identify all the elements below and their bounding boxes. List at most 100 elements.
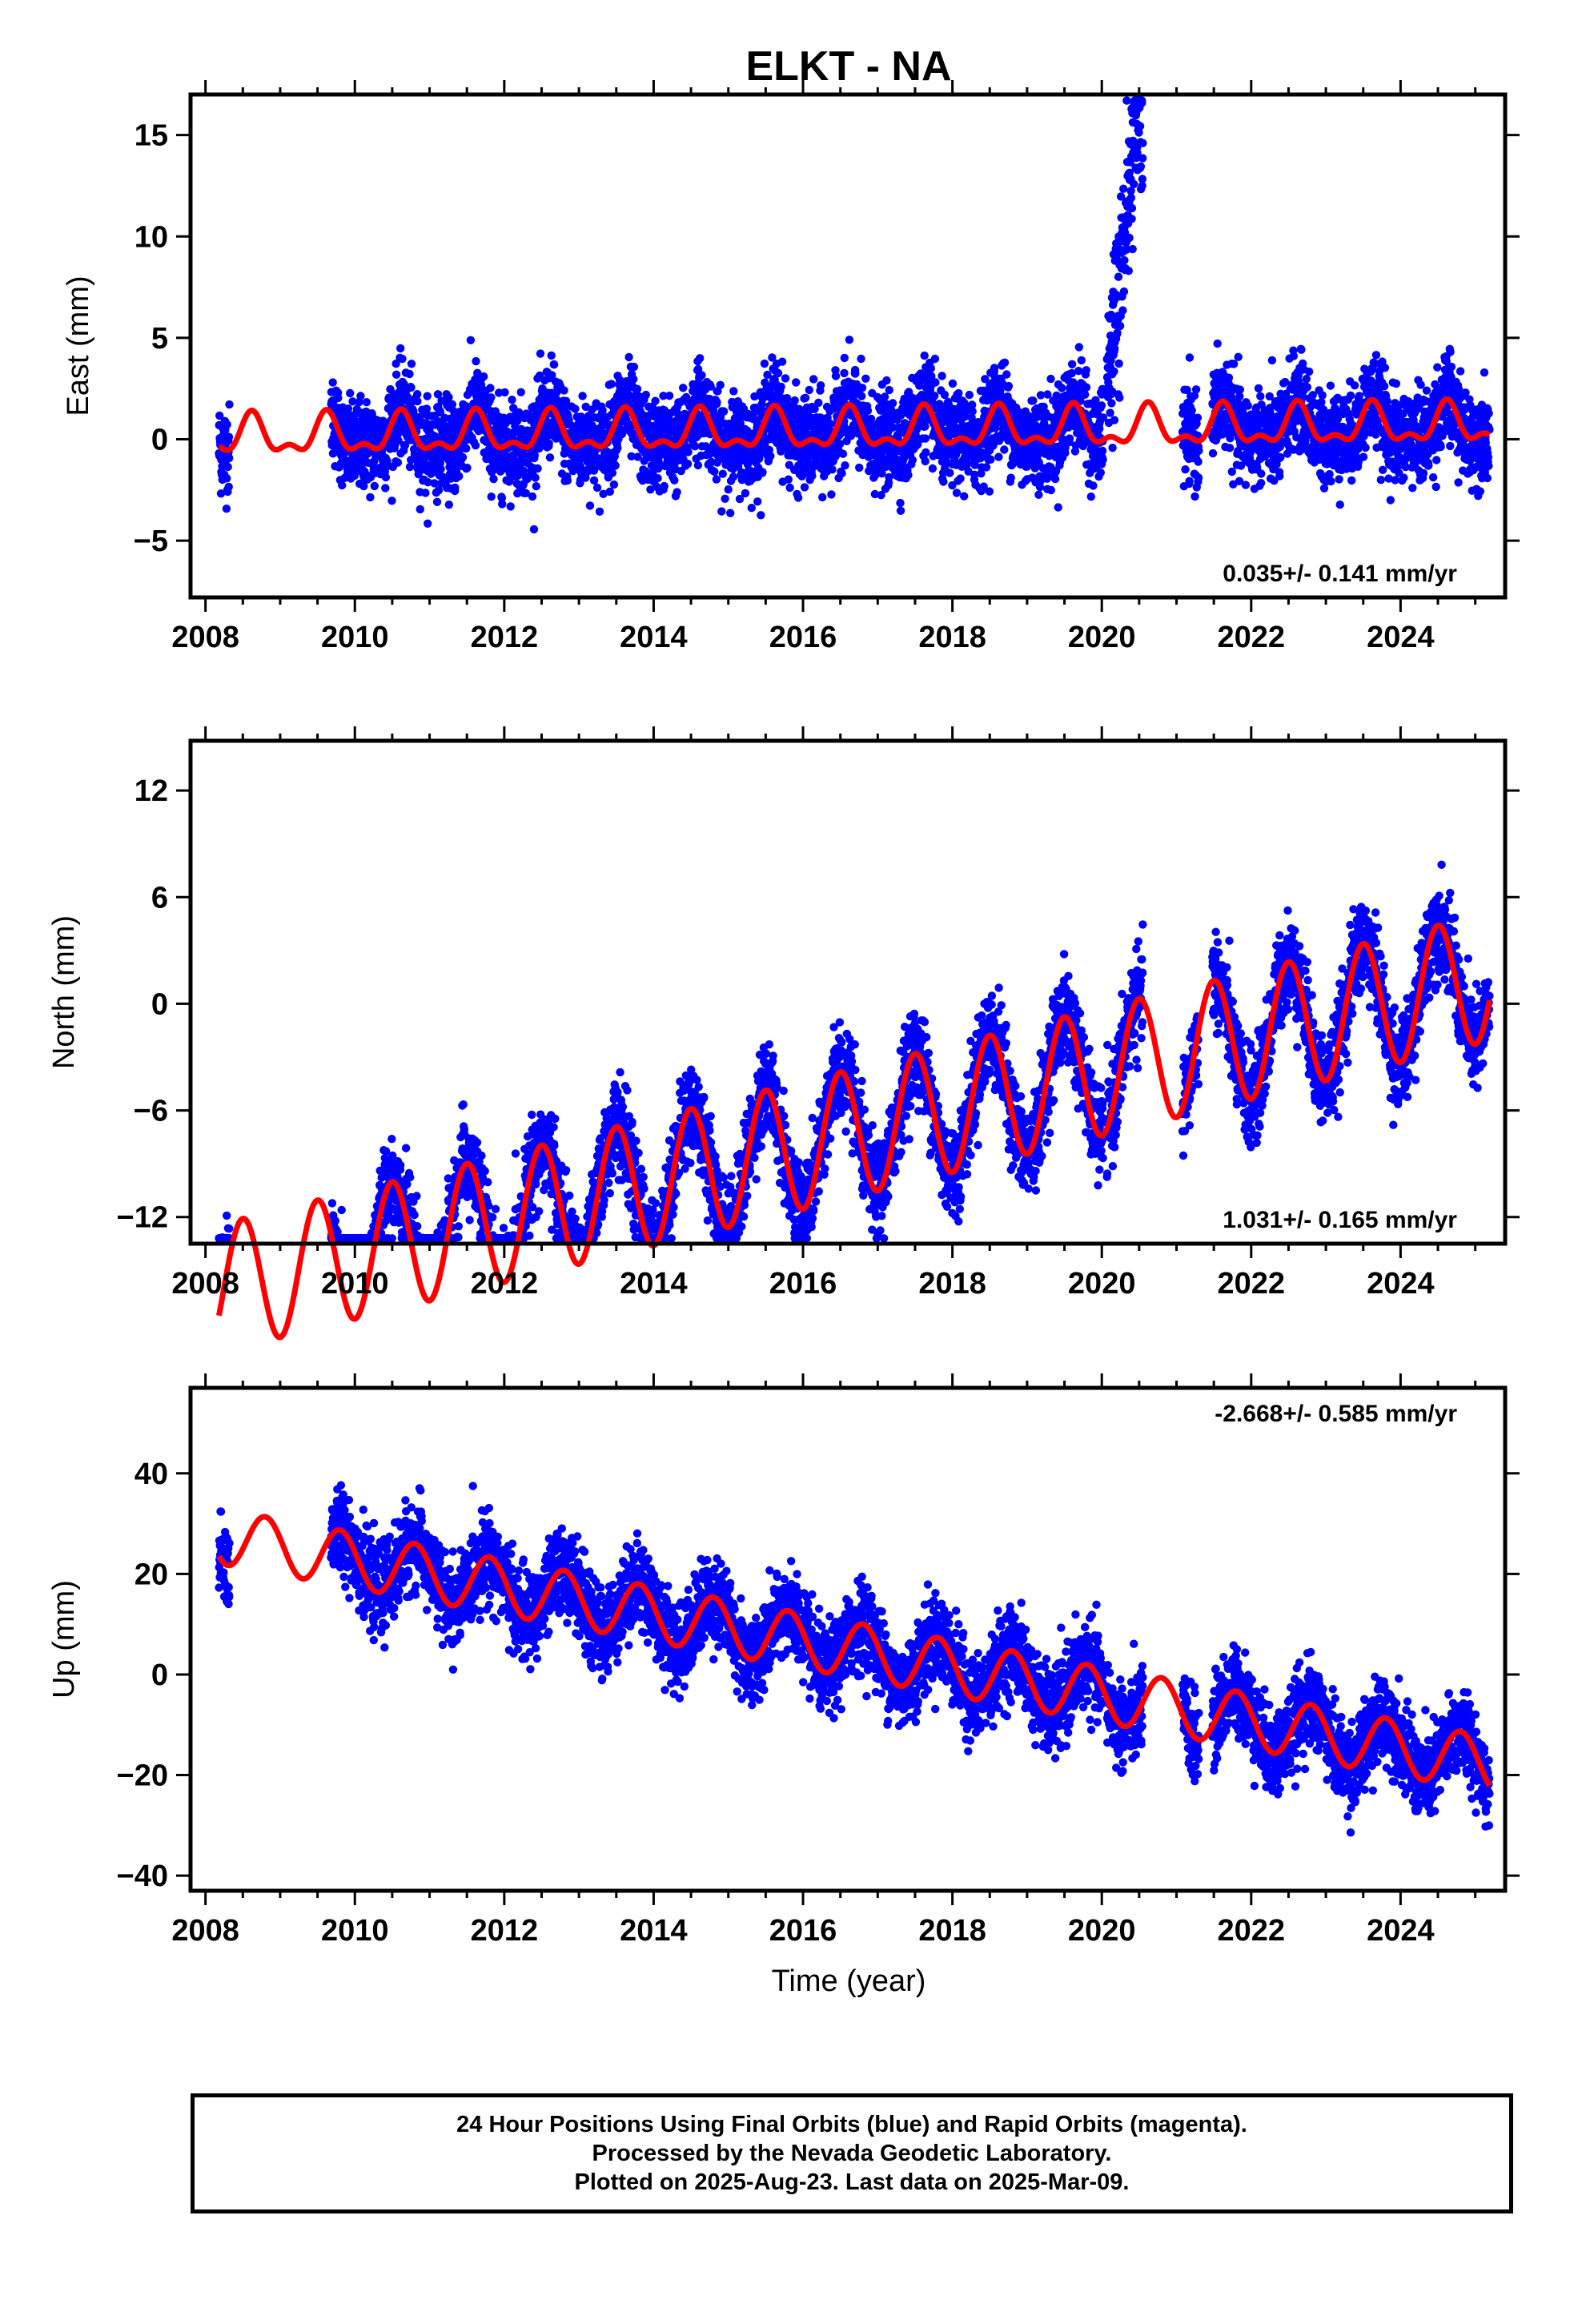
east-data-point bbox=[653, 464, 663, 473]
east-data-point bbox=[1006, 473, 1015, 482]
east-data-point bbox=[1275, 472, 1284, 480]
east-data-point bbox=[1000, 358, 1010, 367]
east-data-point bbox=[1181, 465, 1190, 474]
east-data-point bbox=[777, 382, 785, 392]
east-data-point bbox=[1241, 480, 1251, 489]
east-data-point bbox=[801, 393, 810, 402]
east-data-point bbox=[519, 466, 528, 475]
east-data-point bbox=[1067, 360, 1077, 368]
east-data-point bbox=[1126, 193, 1136, 203]
east-data-point bbox=[532, 482, 540, 491]
east-data-point bbox=[223, 462, 232, 472]
east-data-point bbox=[646, 448, 656, 456]
east-data-point bbox=[359, 481, 368, 491]
east-data-point bbox=[861, 374, 870, 383]
east-data-point bbox=[576, 412, 585, 421]
east-data-point bbox=[651, 396, 660, 405]
east-data-point bbox=[766, 452, 775, 460]
east-data-point bbox=[985, 487, 994, 496]
east-data-point bbox=[960, 492, 969, 501]
east-data-point bbox=[1086, 493, 1096, 501]
east-data-point bbox=[563, 476, 572, 485]
east-data-point bbox=[444, 393, 453, 402]
east-data-point bbox=[1120, 255, 1129, 265]
east-data-point bbox=[1115, 321, 1125, 331]
east-data-point bbox=[938, 372, 946, 380]
east-data-point bbox=[696, 354, 705, 363]
east-data-point bbox=[225, 400, 234, 409]
east-data-point bbox=[653, 474, 662, 483]
east-data-point bbox=[792, 378, 801, 387]
east-data-point bbox=[921, 434, 930, 443]
east-data-point bbox=[494, 388, 504, 397]
east-data-point bbox=[1077, 356, 1086, 365]
east-data-point bbox=[394, 436, 403, 445]
east-data-point bbox=[1034, 490, 1043, 499]
east-data-point bbox=[607, 380, 616, 388]
east-data-point bbox=[338, 480, 347, 490]
east-data-point bbox=[641, 390, 650, 400]
east-data-point bbox=[982, 463, 991, 472]
east-data-point bbox=[654, 458, 663, 467]
east-data-point bbox=[1379, 382, 1389, 391]
east-data-point bbox=[396, 344, 405, 353]
east-data-point bbox=[882, 376, 891, 385]
east-data-point bbox=[808, 472, 817, 480]
east-data-point bbox=[1234, 352, 1243, 361]
east-data-point bbox=[407, 383, 416, 392]
east-data-point bbox=[1110, 367, 1118, 376]
east-data-point bbox=[1119, 287, 1129, 296]
east-data-point bbox=[1267, 356, 1277, 365]
east-data-point bbox=[994, 452, 1003, 461]
east-data-point bbox=[462, 444, 471, 453]
east-data-point bbox=[1122, 96, 1131, 105]
east-data-point bbox=[896, 506, 905, 515]
east-data-point bbox=[1386, 496, 1395, 505]
east-data-point bbox=[416, 505, 424, 514]
east-data-point bbox=[632, 384, 642, 393]
east-data-point bbox=[1054, 503, 1062, 512]
east-data-point bbox=[506, 502, 515, 511]
east-data-point bbox=[1318, 391, 1327, 400]
east-data-point bbox=[697, 371, 706, 380]
east-data-point bbox=[827, 490, 836, 499]
east-data-point bbox=[423, 392, 432, 400]
east-data-point bbox=[1029, 396, 1038, 405]
east-data-point bbox=[1136, 162, 1146, 171]
east-data-point bbox=[629, 375, 638, 384]
east-data-point bbox=[1224, 373, 1234, 382]
east-data-point bbox=[223, 420, 231, 429]
east-data-point bbox=[990, 364, 999, 372]
east-data-point bbox=[1208, 448, 1218, 458]
east-data-point bbox=[1193, 413, 1203, 422]
east-data-point bbox=[1346, 391, 1355, 400]
east-data-point bbox=[430, 479, 439, 488]
east-data-point bbox=[216, 489, 226, 498]
east-data-point bbox=[498, 500, 507, 509]
east-data-point bbox=[885, 385, 893, 395]
east-data-point bbox=[986, 455, 995, 464]
east-data-point bbox=[805, 385, 813, 395]
east-data-point bbox=[1235, 385, 1245, 394]
east-data-point bbox=[624, 352, 633, 362]
east-data-point bbox=[1326, 381, 1335, 390]
east-data-point bbox=[816, 381, 825, 390]
east-data-point bbox=[480, 372, 488, 381]
east-data-point bbox=[1082, 366, 1090, 375]
east-data-point bbox=[814, 398, 823, 408]
east-data-point bbox=[940, 390, 950, 400]
east-data-point bbox=[413, 390, 422, 399]
east-data-point bbox=[1124, 267, 1134, 275]
east-data-point bbox=[837, 468, 846, 478]
east-data-point bbox=[1138, 139, 1147, 147]
east-data-point bbox=[489, 474, 498, 484]
east-data-point bbox=[857, 354, 865, 364]
east-data-point bbox=[684, 448, 693, 456]
east-data-point bbox=[721, 494, 729, 503]
east-data-point bbox=[921, 448, 930, 457]
east-data-point bbox=[348, 397, 357, 406]
east-data-point bbox=[356, 392, 365, 400]
east-data-point bbox=[585, 501, 595, 510]
east-panel: 2008 2010 2012 2014 2016 2018 2020 2022 2024 −50… bbox=[62, 80, 1520, 654]
east-data-point bbox=[965, 390, 974, 400]
